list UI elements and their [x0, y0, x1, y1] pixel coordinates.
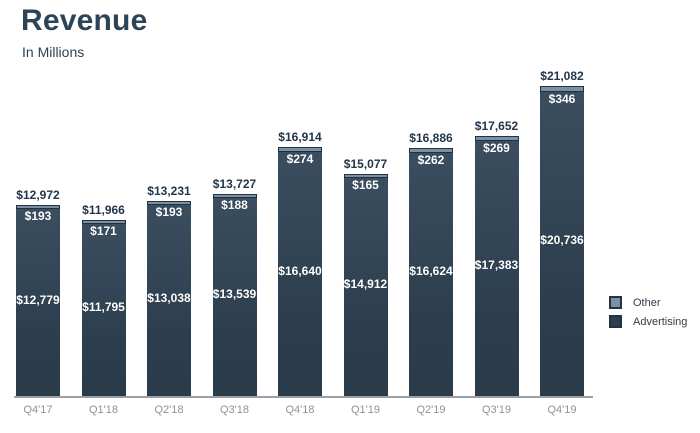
page-title: Revenue — [21, 4, 148, 37]
bar-total-label: $13,231 — [147, 184, 191, 198]
bar-advertising-label: $16,640 — [278, 263, 322, 278]
bar-advertising-label: $17,383 — [474, 258, 519, 272]
x-axis-line — [14, 396, 593, 398]
bar-segment-other — [278, 148, 322, 152]
bar-advertising-label: $16,624 — [409, 264, 453, 278]
bar-q4-19 — [540, 86, 584, 396]
bar-other-label: $262 — [417, 153, 445, 167]
legend-item-other: Other — [609, 296, 687, 309]
bar-segment-other — [343, 175, 388, 178]
legend: Other Advertising — [609, 296, 687, 334]
bar-segment-other — [540, 87, 584, 92]
bar-other-label: $171 — [90, 224, 117, 238]
bar-other-label: $269 — [483, 141, 510, 155]
bar-advertising-label: $11,795 — [82, 300, 125, 314]
bar-q1-18 — [81, 220, 126, 396]
bar-segment-other — [16, 206, 60, 209]
bar-advertising-label: $12,779 — [16, 292, 60, 307]
x-tick-q3-18: Q3'18 — [219, 404, 249, 416]
x-tick-q1-18: Q1'18 — [88, 404, 118, 416]
bar-advertising-label: $13,038 — [147, 290, 191, 305]
x-tick-q2-18: Q2'18 — [154, 404, 184, 416]
x-tick-q4-19: Q4'19 — [547, 404, 577, 416]
legend-label-advertising: Advertising — [633, 315, 688, 328]
legend-item-advertising: Advertising — [609, 315, 687, 328]
bar-other-label: $188 — [221, 198, 248, 212]
bar-total-label: $15,077 — [343, 157, 388, 171]
bar-total-label: $11,966 — [82, 203, 125, 217]
bar-other-label: $274 — [286, 152, 314, 166]
bar-advertising-label: $13,539 — [212, 287, 257, 301]
bar-q3-19 — [474, 136, 519, 396]
legend-label-other: Other — [633, 296, 661, 309]
bar-q4-18 — [278, 147, 322, 396]
bar-total-label: $16,886 — [409, 131, 453, 145]
bar-total-label: $16,914 — [278, 130, 322, 144]
bar-segment-other — [474, 137, 519, 141]
x-tick-q3-19: Q3'19 — [481, 404, 511, 416]
bar-other-label: $193 — [155, 205, 183, 219]
bar-advertising-label: $14,912 — [343, 277, 388, 291]
bar-segment-other — [147, 202, 191, 205]
bar-q4-17 — [16, 205, 60, 396]
bar-total-label: $13,727 — [212, 177, 257, 191]
bar-other-label: $165 — [352, 178, 379, 192]
bar-total-label: $12,972 — [16, 188, 60, 202]
x-tick-q4-18: Q4'18 — [285, 404, 315, 416]
bar-q1-19 — [343, 174, 388, 396]
bar-total-label: $21,082 — [540, 69, 584, 83]
bar-other-label: $193 — [24, 209, 52, 223]
bar-q3-18 — [212, 194, 257, 396]
page-subtitle: In Millions — [22, 44, 85, 60]
x-tick-q4-17: Q4'17 — [23, 404, 53, 416]
x-tick-q2-19: Q2'19 — [416, 404, 446, 416]
bar-advertising-label: $20,736 — [540, 233, 584, 247]
bar-other-label: $346 — [548, 92, 576, 106]
x-tick-q1-19: Q1'19 — [350, 404, 380, 416]
bar-total-label: $17,652 — [474, 119, 519, 133]
bar-q2-18 — [147, 201, 191, 396]
legend-swatch-advertising — [609, 315, 622, 328]
bar-segment-other — [81, 221, 126, 224]
bar-segment-other — [212, 195, 257, 198]
legend-swatch-other — [609, 296, 622, 309]
bar-q2-19 — [409, 148, 453, 396]
bar-segment-other — [409, 149, 453, 153]
